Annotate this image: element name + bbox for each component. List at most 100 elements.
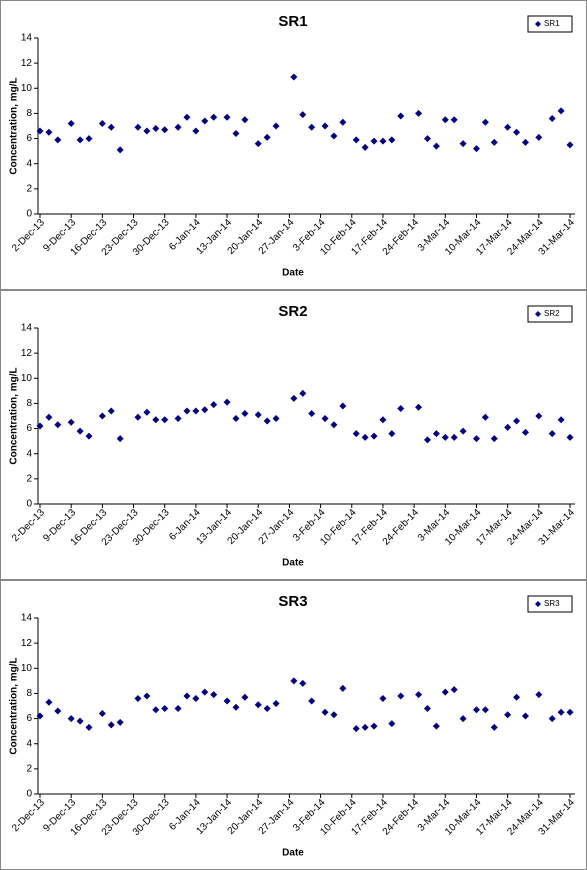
point [152, 416, 160, 424]
chart-title: SR1 [278, 13, 307, 30]
point [183, 692, 191, 700]
point [107, 123, 115, 131]
point [361, 143, 369, 151]
point [85, 723, 93, 731]
point [36, 712, 44, 720]
point [423, 705, 431, 713]
y-tick-label: 2 [26, 763, 32, 774]
y-tick-label: 10 [21, 83, 33, 94]
y-tick-label: 8 [26, 398, 32, 409]
point [379, 416, 387, 424]
point [566, 708, 574, 716]
point [241, 409, 249, 417]
y-tick-label: 0 [26, 789, 32, 800]
point [232, 130, 240, 138]
point [513, 417, 521, 425]
y-tick-label: 14 [21, 323, 33, 334]
x-axis-label: Date [282, 268, 304, 279]
point [201, 688, 209, 696]
point [134, 123, 142, 131]
point [134, 413, 142, 421]
point [388, 720, 396, 728]
point [370, 137, 378, 145]
point [232, 415, 240, 423]
point [450, 433, 458, 441]
point [370, 432, 378, 440]
point [321, 122, 329, 130]
point [192, 407, 200, 415]
x-axis-label: Date [282, 848, 304, 859]
point [330, 711, 338, 719]
point [192, 127, 200, 135]
chart-title: SR2 [278, 303, 307, 320]
point [566, 433, 574, 441]
point [174, 123, 182, 131]
y-tick-label: 12 [21, 348, 33, 359]
point [397, 112, 405, 120]
point [361, 433, 369, 441]
point [535, 412, 543, 420]
point [379, 694, 387, 702]
point [504, 123, 512, 131]
point [490, 138, 498, 146]
y-tick-label: 6 [26, 423, 32, 434]
point [210, 401, 218, 409]
point [397, 404, 405, 412]
point [272, 699, 280, 707]
point [192, 694, 200, 702]
point [116, 435, 124, 443]
point [450, 686, 458, 694]
point [504, 423, 512, 431]
point [370, 722, 378, 730]
point [441, 433, 449, 441]
point [183, 407, 191, 415]
point [513, 693, 521, 701]
y-tick-label: 2 [26, 183, 32, 194]
point [67, 119, 75, 127]
point [263, 417, 271, 425]
point [98, 412, 106, 420]
point [201, 117, 209, 125]
point [290, 73, 298, 81]
point [339, 684, 347, 692]
point [161, 705, 169, 713]
point [143, 127, 151, 135]
point [76, 136, 84, 144]
point [548, 114, 556, 122]
point [67, 715, 75, 723]
point [535, 133, 543, 141]
point [321, 415, 329, 423]
point [557, 107, 565, 115]
point [134, 694, 142, 702]
point [490, 435, 498, 443]
point [423, 135, 431, 143]
point [490, 723, 498, 731]
point [513, 128, 521, 136]
y-tick-label: 10 [21, 663, 33, 674]
point [339, 402, 347, 410]
point [521, 712, 529, 720]
point [308, 697, 316, 705]
legend-label: SR3 [544, 599, 560, 608]
point [450, 116, 458, 124]
point [415, 691, 423, 699]
point [263, 705, 271, 713]
point [339, 118, 347, 126]
point [299, 679, 307, 687]
point [308, 409, 316, 417]
legend-box [527, 595, 573, 613]
point [36, 422, 44, 430]
y-tick-label: 6 [26, 133, 32, 144]
point [521, 138, 529, 146]
legend-marker [535, 601, 541, 607]
point [254, 140, 262, 148]
point [143, 408, 151, 416]
y-axis-label: Concentration, mg/L [9, 657, 20, 754]
point [548, 715, 556, 723]
y-tick-label: 12 [21, 58, 33, 69]
point [85, 135, 93, 143]
point [54, 707, 62, 715]
y-tick-label: 8 [26, 688, 32, 699]
point [107, 407, 115, 415]
